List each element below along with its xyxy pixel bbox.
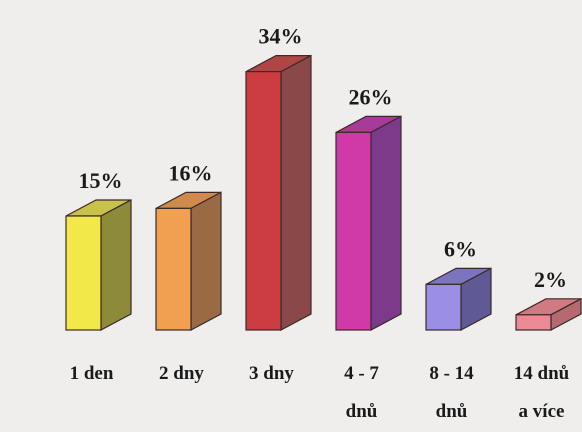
bar-front-face xyxy=(65,215,102,331)
bar-side-face xyxy=(190,191,222,331)
data-label-4: 26% xyxy=(349,84,393,109)
category-label-2: 2 dny xyxy=(159,363,204,384)
data-label-1: 15% xyxy=(79,168,123,193)
category-label-1: 1 den xyxy=(70,363,114,384)
bar-4 xyxy=(335,115,402,331)
bar-front-face xyxy=(155,207,192,331)
bar-front-face xyxy=(335,131,372,331)
bar-1 xyxy=(65,199,132,331)
data-label-6: 2% xyxy=(534,267,567,292)
bar-side-face xyxy=(100,199,132,331)
category-label-3: 3 dny xyxy=(249,363,294,384)
category-label-5-line2: dnů xyxy=(436,401,468,422)
category-label-6-line2: a více xyxy=(519,401,565,422)
data-label-3: 34% xyxy=(259,24,303,49)
data-label-5: 6% xyxy=(444,236,477,261)
category-label-6: 14 dnů xyxy=(514,363,570,384)
bar-6 xyxy=(515,297,582,331)
bar-3 xyxy=(245,54,312,331)
bar-2 xyxy=(155,191,222,331)
bar-front-face xyxy=(425,283,462,331)
category-label-4: 4 - 7 xyxy=(344,363,379,384)
bar-front-face xyxy=(245,70,282,331)
category-label-4-line2: dnů xyxy=(346,401,378,422)
bar-5 xyxy=(425,267,492,331)
category-label-5: 8 - 14 xyxy=(429,363,474,384)
bar-front-face xyxy=(515,314,552,331)
bar-side-face xyxy=(370,115,402,331)
bar-side-face xyxy=(280,54,312,331)
data-label-2: 16% xyxy=(169,160,213,185)
